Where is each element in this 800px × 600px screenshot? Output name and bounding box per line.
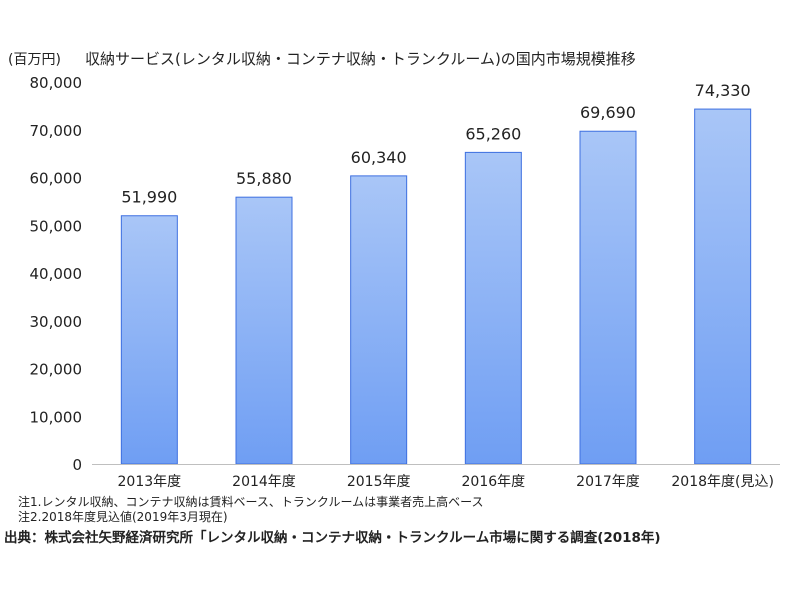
x-tick-label: 2014年度 [232,474,296,490]
bar [694,108,752,465]
y-unit-label: (百万円) [8,52,61,68]
bar [464,151,522,465]
note-2: 注2.2018年度見込値(2019年3月現在) [18,509,228,524]
y-tick-label: 70,000 [30,122,83,140]
bar-value-label: 55,880 [236,169,292,188]
note-1: 注1.レンタル収納、コンテナ収納は賃料ベース、トランクルームは事業者売上高ベース [18,494,484,509]
value-labels: 51,990 55,880 60,340 65,260 69,690 74,330 [121,81,750,207]
y-axis-ticks: 0 10,000 20,000 30,000 40,000 50,000 60,000 70,… [30,74,83,474]
x-tick-label: 2013年度 [118,474,182,490]
y-tick-label: 50,000 [30,217,83,235]
bar [579,130,637,465]
bars [120,108,752,465]
bar-value-label: 51,990 [121,188,177,207]
bar [120,215,178,465]
x-tick-label: 2016年度 [462,474,526,490]
x-tick-label: 2017年度 [576,474,640,490]
bar-value-label: 69,690 [580,103,636,122]
x-tick-label: 2015年度 [347,474,411,490]
y-tick-label: 10,000 [30,408,83,426]
bar-value-label: 74,330 [695,81,751,100]
y-tick-label: 40,000 [30,265,83,283]
y-tick-label: 0 [72,456,82,474]
bar-value-label: 65,260 [465,124,521,143]
chart-title: 収納サービス(レンタル収納・コンテナ収納・トランクルーム)の国内市場規模推移 [85,50,636,68]
y-tick-label: 30,000 [30,313,83,331]
x-tick-label: 2018年度(見込) [671,474,774,490]
x-axis-labels: 2013年度 2014年度 2015年度 2016年度 2017年度 2018年度(見込) [118,474,774,490]
bar-value-label: 60,340 [351,148,407,167]
bar [350,175,408,465]
y-tick-label: 20,000 [30,361,83,379]
bar [235,196,293,465]
y-tick-label: 80,000 [30,74,83,92]
source-text: 出典：株式会社矢野経済研究所「レンタル収納・コンテナ収納・トランクルーム市場に関… [4,529,661,546]
y-tick-label: 60,000 [30,170,83,188]
